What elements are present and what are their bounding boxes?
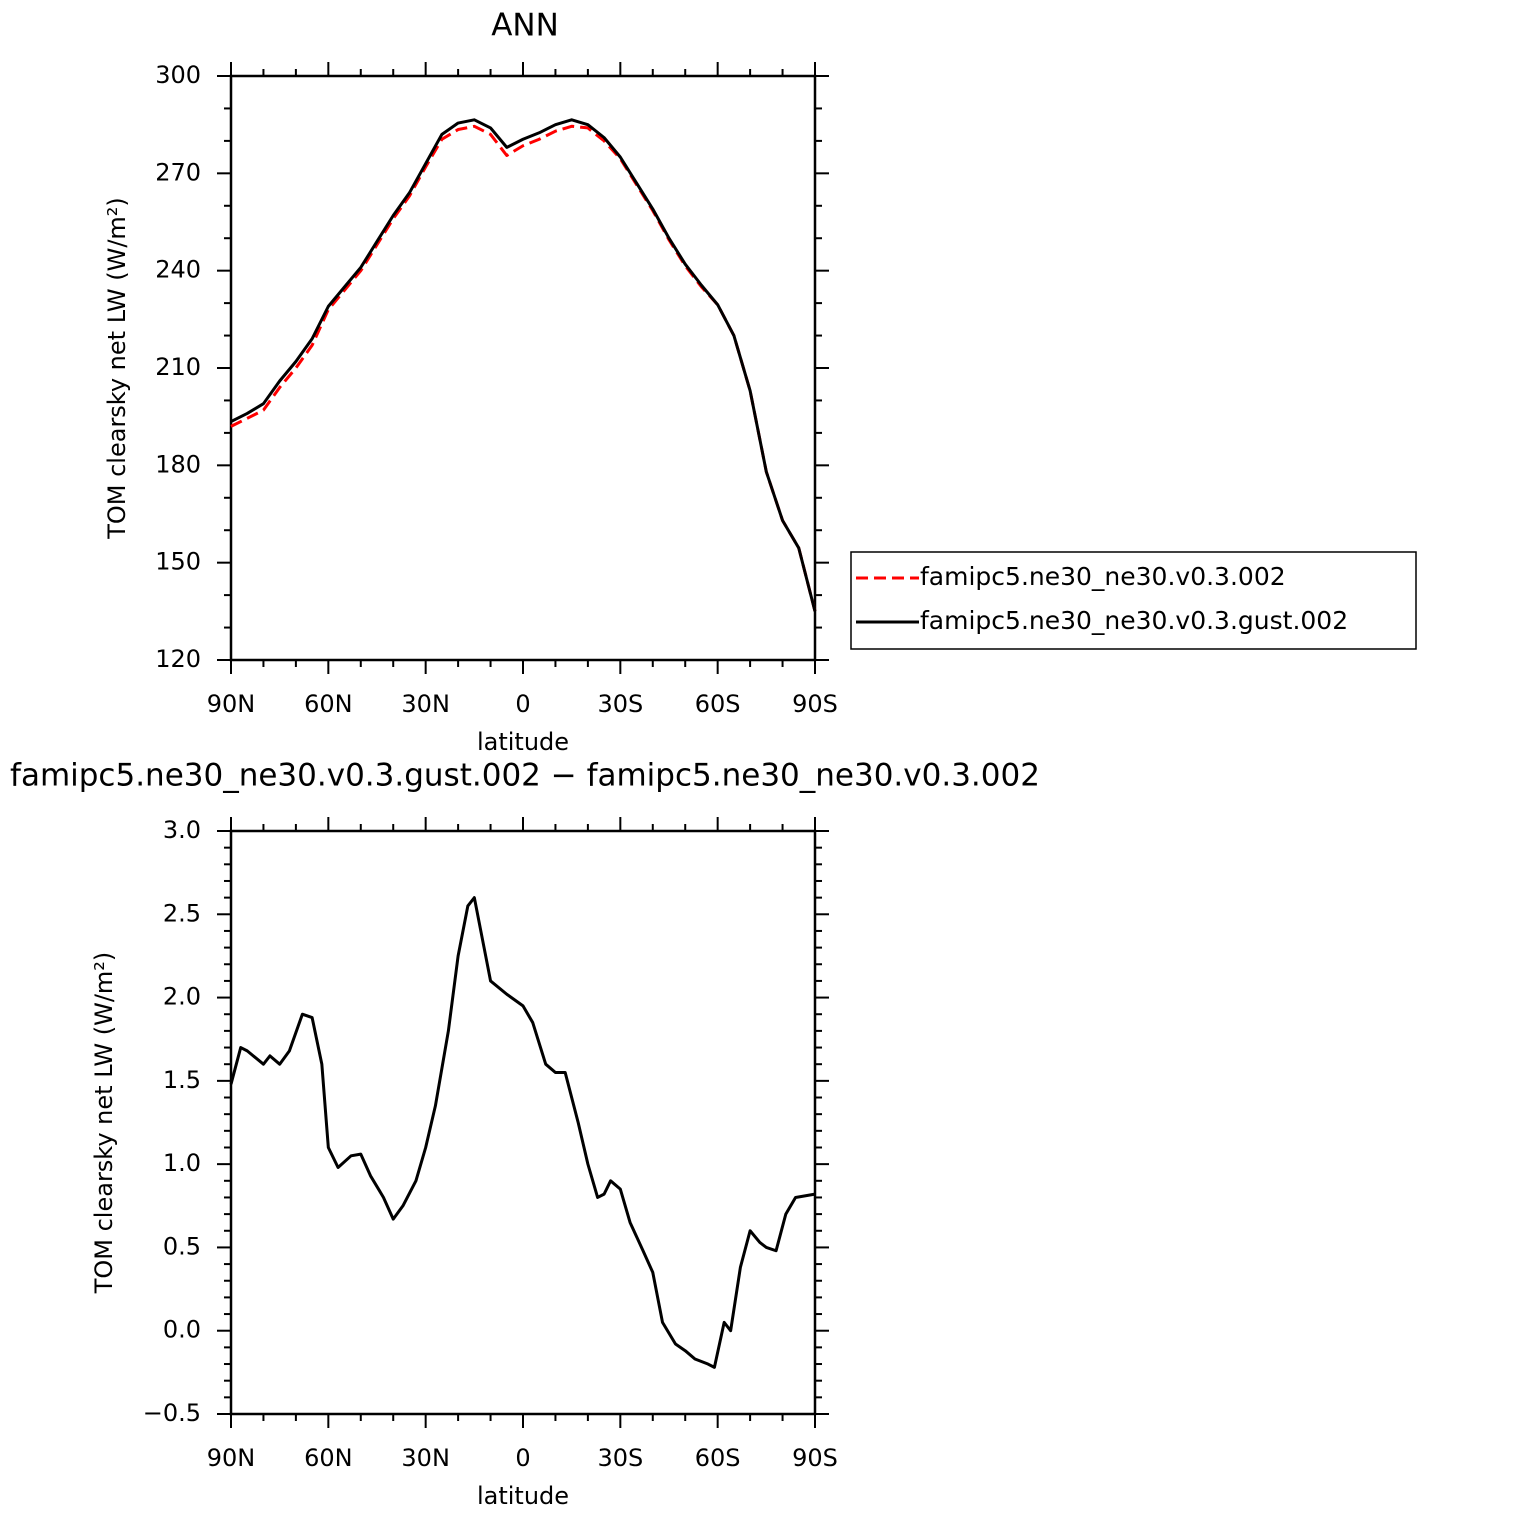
y-tick-label: 150 [155,548,201,576]
x-tick-label: 30N [401,690,450,718]
x-tick-label: 30S [597,690,643,718]
y-tick-label: 2.0 [163,983,201,1011]
y-tick-label: 240 [155,256,201,284]
y-tick-label: 0.5 [163,1232,201,1260]
y-axis-label: TOM clearsky net LW (W/m²) [90,952,118,1295]
legend-label: famipc5.ne30_ne30.v0.3.002 [920,562,1286,591]
chart-title: ANN [491,8,559,44]
y-tick-label: 1.0 [163,1149,201,1177]
legend-label: famipc5.ne30_ne30.v0.3.gust.002 [920,606,1348,635]
data-line [230,124,817,612]
x-tick-label: 60N [304,1444,353,1472]
x-tick-label: 90S [792,690,838,718]
y-tick-label: 120 [155,645,201,673]
x-tick-label: 30S [597,1444,643,1472]
legend-box [850,551,1417,650]
y-tick-label: −0.5 [143,1399,201,1427]
x-axis-label: latitude [477,728,569,756]
y-tick-label: 2.5 [163,899,201,927]
y-tick-label: 210 [155,353,201,381]
y-tick-label: 3.0 [163,816,201,844]
x-tick-label: 60S [695,690,741,718]
y-axis-label: TOM clearsky net LW (W/m²) [103,197,131,540]
y-tick-label: 0.0 [163,1316,201,1344]
x-axis-label: latitude [477,1482,569,1510]
x-tick-label: 30N [401,1444,450,1472]
x-tick-label: 0 [515,1444,530,1472]
y-tick-label: 180 [155,450,201,478]
y-tick-label: 300 [155,61,201,89]
y-tick-label: 270 [155,158,201,186]
data-line [229,896,816,1369]
x-tick-label: 90N [207,690,256,718]
plot-frame [229,74,817,662]
x-tick-label: 90N [207,1444,256,1472]
chart-title: famipc5.ne30_ne30.v0.3.gust.002 − famipc… [10,758,1040,794]
x-tick-label: 90S [792,1444,838,1472]
data-line [230,118,817,612]
x-tick-label: 60S [695,1444,741,1472]
x-tick-label: 60N [304,690,353,718]
y-tick-label: 1.5 [163,1066,201,1094]
x-tick-label: 0 [515,690,530,718]
